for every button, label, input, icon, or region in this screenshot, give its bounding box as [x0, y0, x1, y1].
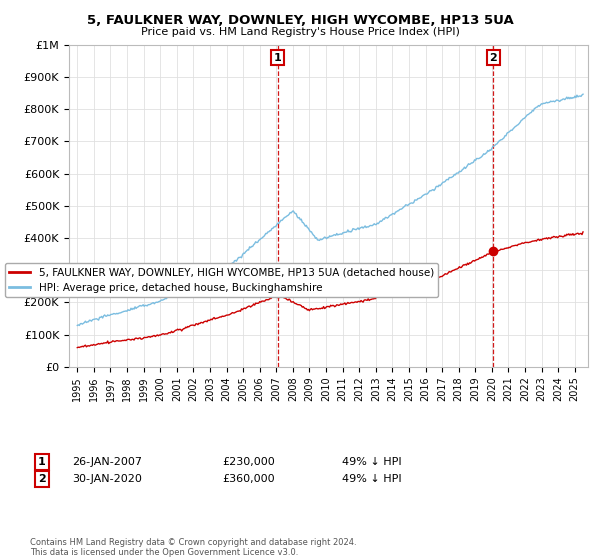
Text: £230,000: £230,000: [222, 457, 275, 467]
Text: 30-JAN-2020: 30-JAN-2020: [72, 474, 142, 484]
Text: 2: 2: [489, 53, 497, 63]
Text: 2: 2: [38, 474, 46, 484]
Text: Contains HM Land Registry data © Crown copyright and database right 2024.
This d: Contains HM Land Registry data © Crown c…: [30, 538, 356, 557]
Text: 49% ↓ HPI: 49% ↓ HPI: [342, 474, 401, 484]
Text: 26-JAN-2007: 26-JAN-2007: [72, 457, 142, 467]
Text: 1: 1: [274, 53, 281, 63]
Text: Price paid vs. HM Land Registry's House Price Index (HPI): Price paid vs. HM Land Registry's House …: [140, 27, 460, 37]
Text: £360,000: £360,000: [222, 474, 275, 484]
Text: 49% ↓ HPI: 49% ↓ HPI: [342, 457, 401, 467]
Text: 1: 1: [38, 457, 46, 467]
Text: 5, FAULKNER WAY, DOWNLEY, HIGH WYCOMBE, HP13 5UA: 5, FAULKNER WAY, DOWNLEY, HIGH WYCOMBE, …: [86, 14, 514, 27]
Legend: 5, FAULKNER WAY, DOWNLEY, HIGH WYCOMBE, HP13 5UA (detached house), HPI: Average : 5, FAULKNER WAY, DOWNLEY, HIGH WYCOMBE, …: [5, 263, 438, 297]
